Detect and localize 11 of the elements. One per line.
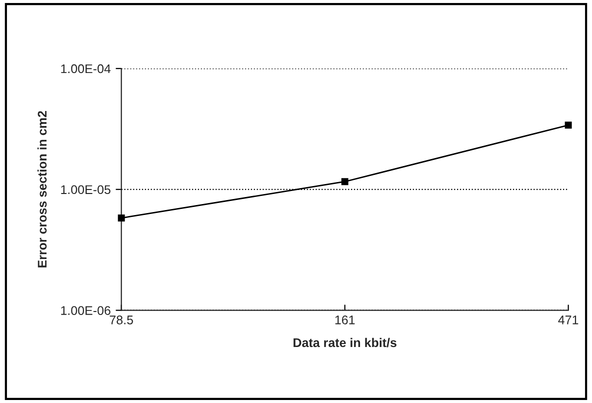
x-tick-label: 161	[335, 316, 355, 324]
x-tick-label: 471	[558, 316, 578, 324]
y-axis-title: Error cross section in cm2	[37, 111, 47, 268]
y-tick-label: 1.00E-06	[61, 306, 110, 315]
point	[564, 122, 572, 129]
point	[341, 178, 348, 186]
y-tick-label: 1.00E-05	[61, 185, 110, 194]
x-tick-label: 78.5	[110, 316, 133, 324]
point	[118, 214, 125, 222]
y-tick-label: 1.00E-04	[61, 64, 111, 74]
x-axis-title: Data rate in kbit/s	[294, 338, 396, 348]
